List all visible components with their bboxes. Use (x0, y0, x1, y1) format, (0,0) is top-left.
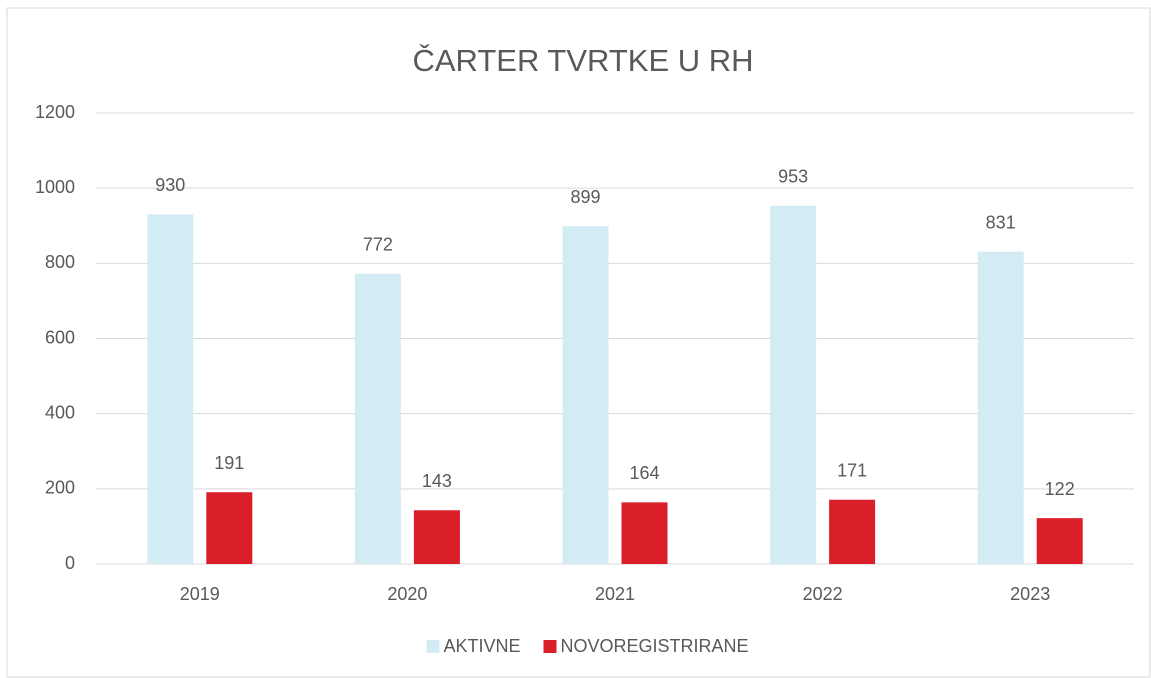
legend-label: AKTIVNE (444, 636, 521, 656)
bar (562, 226, 609, 564)
data-label: 143 (422, 471, 452, 491)
x-tick-label: 2020 (387, 584, 427, 604)
data-label: 171 (837, 460, 867, 480)
chart-title: ČARTER TVRTKE U RH (412, 43, 753, 78)
bar (829, 499, 876, 564)
y-tick-label: 0 (65, 553, 75, 573)
y-tick-label: 1200 (35, 102, 75, 122)
data-label: 191 (214, 453, 244, 473)
legend-swatch (426, 640, 440, 653)
y-tick-label: 200 (45, 478, 75, 498)
x-tick-label: 2019 (180, 584, 220, 604)
data-label: 953 (778, 167, 808, 187)
bar (206, 492, 253, 564)
legend-label: NOVOREGISTRIRANE (561, 636, 749, 656)
data-label: 164 (629, 463, 659, 483)
data-label: 899 (570, 187, 600, 207)
y-tick-label: 400 (45, 402, 75, 422)
x-tick-label: 2021 (595, 584, 635, 604)
legend-swatch (543, 640, 557, 653)
bar (977, 251, 1024, 564)
bar (1036, 518, 1083, 564)
y-tick-label: 1000 (35, 177, 75, 197)
bar (147, 214, 194, 564)
bar (621, 502, 668, 564)
data-label: 930 (155, 175, 185, 195)
bar (354, 273, 401, 564)
x-tick-label: 2023 (1010, 584, 1050, 604)
data-label: 122 (1045, 479, 1075, 499)
data-label: 772 (363, 235, 393, 255)
x-tick-label: 2022 (803, 584, 843, 604)
bar (770, 205, 817, 565)
y-tick-label: 800 (45, 252, 75, 272)
data-label: 831 (986, 212, 1016, 232)
y-tick-label: 600 (45, 327, 75, 347)
bar (413, 510, 460, 564)
